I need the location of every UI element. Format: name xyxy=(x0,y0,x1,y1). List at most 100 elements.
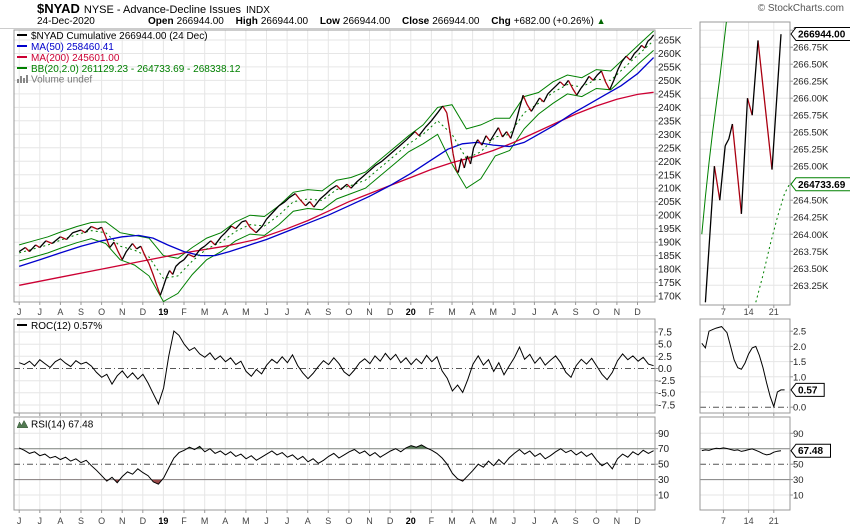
main-y-tick-label: 180K xyxy=(658,265,682,276)
x-tick-label-bottom: D xyxy=(387,516,394,526)
mini-y-tick-label: 265.00K xyxy=(793,162,829,173)
mini-price-line-down xyxy=(713,40,773,214)
x-tick-label: A xyxy=(470,307,476,317)
x-tick-label: N xyxy=(119,307,126,317)
x-tick-label: N xyxy=(614,307,621,317)
x-tick-label-bottom: F xyxy=(429,516,435,526)
main-y-tick-label: 225K xyxy=(658,143,682,154)
x-tick-label-bottom: M xyxy=(448,516,456,526)
x-tick-label-bottom: O xyxy=(98,516,105,526)
x-tick-label-bottom: J xyxy=(512,516,517,526)
x-tick-label-bottom: N xyxy=(614,516,621,526)
legend-row-bb: BB(20,2.0) 261129.23 - 264733.69 - 26833… xyxy=(17,64,240,75)
x-tick-label-bottom: S xyxy=(325,516,331,526)
bb-upper-line xyxy=(19,30,654,259)
x-tick-label: O xyxy=(593,307,600,317)
x-tick-label: A xyxy=(222,307,228,317)
bb-lower-line xyxy=(19,50,654,302)
x-tick-label-bottom: S xyxy=(573,516,579,526)
main-y-tick-label: 255K xyxy=(658,62,682,73)
mini-x-tick-label-bottom: 21 xyxy=(769,516,779,526)
x-tick-label-bottom: A xyxy=(305,516,311,526)
rsi-y-tick-label: 90 xyxy=(658,429,670,440)
price-line-down xyxy=(24,44,646,296)
x-tick-label-bottom: J xyxy=(532,516,537,526)
x-tick-label: D xyxy=(387,307,394,317)
legend-row-ma200: MA(200) 245601.00 xyxy=(17,53,119,64)
x-tick-label-bottom: D xyxy=(140,516,147,526)
rsim-y-tick-label: 50 xyxy=(793,460,804,471)
legend-volume-label: Volume undef xyxy=(31,74,93,86)
mini-x-tick-label-bottom: 14 xyxy=(744,516,754,526)
main-y-tick-label: 200K xyxy=(658,211,682,222)
x-tick-label-bottom: M xyxy=(201,516,209,526)
roc-y-tick-label: 0.0 xyxy=(658,364,672,375)
close-value: 266944.00 xyxy=(432,16,480,27)
x-tick-label-bottom: O xyxy=(593,516,600,526)
x-tick-label: M xyxy=(242,307,250,317)
main-y-tick-label: 265K xyxy=(658,35,682,46)
volume-bars-icon xyxy=(17,74,28,86)
x-tick-label: M xyxy=(489,307,497,317)
roc-line xyxy=(19,330,654,406)
rsim-y-tick-label: 30 xyxy=(793,475,804,486)
roc-label-text: ROC(12) 0.57% xyxy=(31,321,103,332)
mini-y-tick-label: 263.50K xyxy=(793,264,829,275)
close-label: Close xyxy=(401,16,430,27)
main-y-tick-label: 205K xyxy=(658,197,682,208)
rsi-y-tick-label: 70 xyxy=(658,444,670,455)
roc-y-tick-label: -2.5 xyxy=(658,376,676,387)
roc-panel-label: ROC(12) 0.57% xyxy=(17,321,102,332)
legend-ma200-label: MA(200) 245601.00 xyxy=(31,53,120,64)
axis-box-1 xyxy=(790,177,850,192)
x-tick-label: J xyxy=(17,307,22,317)
rsi-panel-label: RSI(14) 67.48 xyxy=(16,419,93,431)
x-tick-label: J xyxy=(38,307,43,317)
x-tick-label: A xyxy=(552,307,558,317)
copyright: © StockCharts.com xyxy=(757,3,844,14)
x-tick-label-bottom: A xyxy=(57,516,63,526)
mini-y-tick-label: 266.25K xyxy=(793,77,829,88)
rsi-panel-border xyxy=(13,416,656,511)
x-tick-label: O xyxy=(98,307,105,317)
roc-mini-line xyxy=(701,326,785,409)
x-tick-label: D xyxy=(634,307,641,317)
legend-row-volume: Volume undef xyxy=(17,74,92,86)
roc-swatch xyxy=(17,324,27,327)
x-tick-label: 20 xyxy=(406,307,416,317)
roc-axis-box xyxy=(790,382,825,397)
mini-x-tick-label: 7 xyxy=(721,307,726,317)
x-tick-label-bottom: A xyxy=(552,516,558,526)
x-tick-label: M xyxy=(448,307,456,317)
legend-row-ma50: MA(50) 258460.41 xyxy=(17,42,114,53)
legend-bb-label: BB(20,2.0) 261129.23 - 264733.69 - 26833… xyxy=(31,64,241,75)
low-value: 266944.00 xyxy=(342,16,391,27)
high-label: High xyxy=(235,16,258,27)
roc-axis-box-label: 0.57 xyxy=(798,385,818,396)
legend-row-price: $NYAD Cumulative 266944.00 (24 Dec) xyxy=(17,31,208,42)
x-tick-label: S xyxy=(78,307,84,317)
mini-y-tick-label: 266.00K xyxy=(793,94,829,105)
mini-y-tick-label: 265.75K xyxy=(793,111,829,122)
rsi-axis-box-label: 67.48 xyxy=(798,446,823,457)
bb-mid-line xyxy=(19,40,654,280)
mini-bb-upper-line xyxy=(701,22,727,235)
rsi-y-tick-label: 10 xyxy=(658,491,670,502)
x-tick-label-bottom: M xyxy=(242,516,250,526)
axis-box-1-label: 264733.69 xyxy=(798,180,846,191)
main-panel-border xyxy=(13,29,656,303)
x-tick-label: F xyxy=(429,307,435,317)
roc-mini-panel-border xyxy=(699,318,791,414)
rocm-y-tick-label: 1.0 xyxy=(793,372,806,383)
roc-panel-border xyxy=(13,318,656,414)
rsi-y-tick-label: 30 xyxy=(658,475,670,486)
x-tick-label: O xyxy=(345,307,352,317)
rsi-mini-panel-border xyxy=(699,416,791,511)
x-tick-label-bottom: A xyxy=(222,516,228,526)
symbol: $NYAD xyxy=(37,1,80,16)
main-y-tick-label: 230K xyxy=(658,130,682,141)
high-value: 266944.00 xyxy=(260,16,309,27)
price-swatch xyxy=(17,34,27,37)
